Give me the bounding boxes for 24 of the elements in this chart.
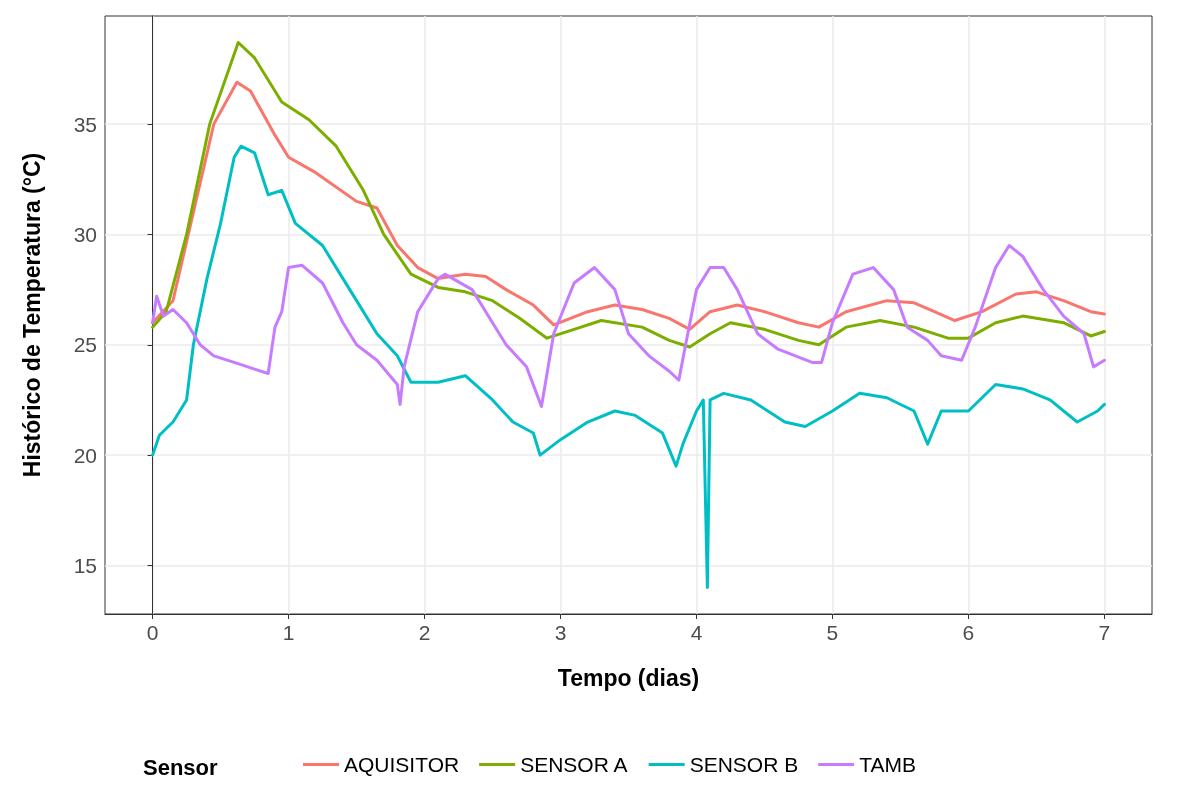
line-series — [151, 40, 1106, 349]
legend-label: SENSOR A — [520, 753, 628, 776]
legend-label: SENSOR B — [689, 753, 799, 776]
legend-title: Sensor — [143, 754, 219, 780]
x-tick-label: 3 — [554, 621, 567, 644]
line-series — [151, 243, 1106, 409]
x-tick-label: 7 — [1098, 621, 1111, 644]
y-tick-label: 25 — [73, 333, 97, 357]
y-tick-label: 35 — [73, 112, 97, 136]
x-tick-label: 6 — [962, 621, 975, 644]
legend-label: TAMB — [859, 753, 916, 776]
x-tick-label: 1 — [282, 621, 295, 644]
line-series — [151, 80, 1106, 331]
x-tick-label: 2 — [418, 621, 431, 644]
x-tick-label: 5 — [826, 621, 839, 644]
line-series — [151, 144, 1106, 590]
x-axis-title: Tempo (dias) — [557, 664, 700, 691]
legend-label: AQUISITOR — [344, 753, 460, 776]
x-tick-label: 4 — [690, 621, 703, 644]
y-tick-label: 15 — [73, 553, 97, 577]
y-axis-title: Histórico de Temperatura (°C) — [18, 152, 45, 478]
x-tick-label: 0 — [146, 621, 159, 644]
y-tick-label: 20 — [73, 443, 97, 467]
y-tick-label: 30 — [73, 222, 97, 246]
